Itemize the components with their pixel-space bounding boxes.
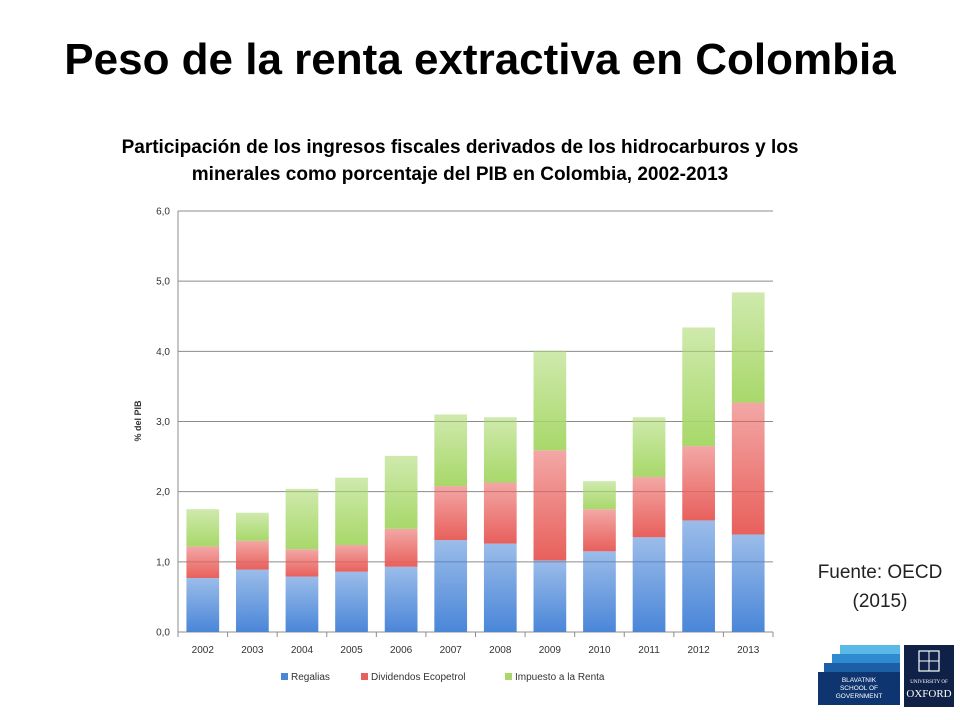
- bar-segment: [483, 482, 517, 544]
- bar-segment: [632, 476, 666, 538]
- bar-segment: [682, 446, 715, 521]
- x-tick-label: 2004: [291, 645, 314, 656]
- bar-segment: [434, 486, 468, 541]
- source-note: Fuente: OECD (2015): [817, 562, 943, 612]
- x-tick-label: 2002: [192, 645, 215, 656]
- svg-text:BLAVATNIK: BLAVATNIK: [842, 677, 877, 684]
- legend-swatch: [361, 673, 368, 680]
- slide-title: Peso de la renta extractiva en Colombia: [64, 35, 896, 84]
- bar-segment: [583, 509, 616, 552]
- bar-segment: [236, 569, 269, 632]
- bar-segment: [384, 528, 418, 567]
- bar-segment: [632, 417, 666, 477]
- bar-segment: [335, 544, 368, 572]
- svg-text:OXFORD: OXFORD: [906, 688, 951, 700]
- bar-segment: [285, 549, 319, 577]
- bar-segment: [731, 402, 765, 535]
- oxford-university-logo: UNIVERSITY OF OXFORD: [904, 645, 954, 707]
- legend-label: Impuesto a la Renta: [515, 672, 605, 683]
- y-axis-label: % del PIB: [133, 400, 143, 442]
- x-tick-label: 2011: [638, 645, 660, 656]
- y-tick-labels: 0,0 1,0 2,0 3,0 4,0 5,0 6,0: [156, 207, 170, 639]
- bar-segment: [186, 577, 220, 632]
- y-tick-label: 0,0: [156, 628, 170, 639]
- x-tick-label: 2012: [688, 645, 711, 656]
- bar-segment: [186, 546, 220, 578]
- bar-segment: [731, 534, 765, 632]
- bar-segment: [731, 292, 765, 403]
- bar-segment: [682, 520, 715, 632]
- legend-label: Dividendos Ecopetrol: [371, 672, 466, 683]
- bar-segment: [533, 450, 567, 561]
- x-tick-label: 2013: [737, 645, 760, 656]
- legend-swatch: [505, 673, 512, 680]
- svg-text:SCHOOL OF: SCHOOL OF: [840, 685, 878, 692]
- x-tick-labels: 2002 2003 2004 2005 2006 2007 2008 2009 2010 2011…: [177, 632, 774, 656]
- bar-segment: [384, 455, 418, 529]
- bar-segment: [632, 537, 666, 632]
- y-tick-label: 3,0: [156, 417, 170, 428]
- bar-segment: [682, 327, 715, 447]
- bar-segment: [533, 350, 567, 451]
- bar-segment: [285, 576, 319, 632]
- bar-segment: [483, 543, 517, 632]
- blavatnik-school-logo: BLAVATNIK SCHOOL OF GOVERNMENT: [818, 645, 900, 705]
- svg-text:GOVERNMENT: GOVERNMENT: [836, 693, 883, 700]
- x-tick-label: 2010: [588, 645, 611, 656]
- chart-title: Participación de los ingresos fiscales d…: [121, 137, 799, 185]
- x-tick-label: 2003: [241, 645, 264, 656]
- bar-segment: [335, 571, 368, 632]
- y-tick-label: 2,0: [156, 487, 170, 498]
- bar-segment: [583, 481, 616, 510]
- y-tick-label: 1,0: [156, 557, 170, 568]
- x-tick-label: 2009: [539, 645, 562, 656]
- legend-label: Regalias: [291, 672, 330, 683]
- bars: [186, 292, 765, 632]
- x-tick-label: 2006: [390, 645, 413, 656]
- y-tick-label: 4,0: [156, 347, 170, 358]
- svg-text:UNIVERSITY OF: UNIVERSITY OF: [910, 680, 948, 685]
- bar-segment: [236, 512, 269, 541]
- bar-segment: [533, 560, 567, 632]
- bar-segment: [285, 488, 319, 550]
- bar-segment: [186, 509, 220, 547]
- bar-segment: [483, 417, 517, 483]
- bar-segment: [434, 414, 468, 487]
- bar-segment: [583, 551, 616, 632]
- bar-segment: [236, 540, 269, 570]
- y-tick-label: 5,0: [156, 277, 170, 288]
- legend: Regalias Dividendos Ecopetrol Impuesto a l…: [281, 672, 605, 683]
- x-tick-label: 2008: [489, 645, 512, 656]
- bar-segment: [335, 477, 368, 545]
- legend-swatch: [281, 673, 288, 680]
- x-tick-label: 2005: [340, 645, 363, 656]
- bar-segment: [384, 566, 418, 632]
- y-tick-label: 6,0: [156, 207, 170, 218]
- bar-segment: [434, 540, 468, 632]
- x-tick-label: 2007: [440, 645, 463, 656]
